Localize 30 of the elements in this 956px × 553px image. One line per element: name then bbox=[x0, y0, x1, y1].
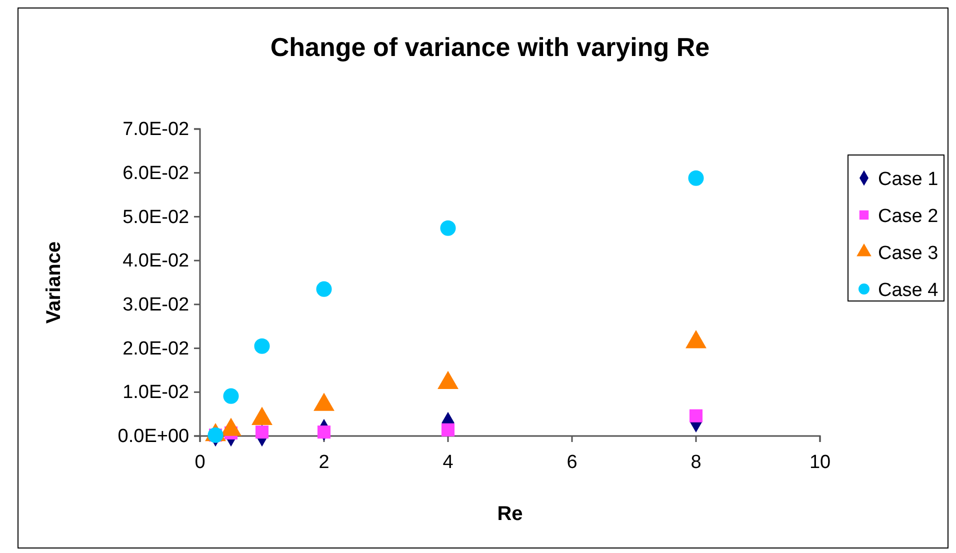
legend-label: Case 3 bbox=[878, 243, 938, 264]
y-tick-label: 6.0E-02 bbox=[122, 162, 190, 184]
y-axis-title: Variance bbox=[43, 241, 65, 324]
x-tick-label: 6 bbox=[566, 452, 578, 473]
y-tick-label: 5.0E-02 bbox=[122, 206, 190, 228]
legend-label: Case 4 bbox=[878, 280, 939, 301]
point bbox=[689, 409, 703, 422]
y-tick-label: 7.0E-02 bbox=[122, 119, 190, 140]
legend-label: Case 2 bbox=[878, 206, 938, 227]
chart-title: Change of variance with varying Re bbox=[270, 32, 710, 62]
point bbox=[317, 426, 331, 439]
x-tick-label: 2 bbox=[318, 452, 330, 473]
x-tick-label: 10 bbox=[809, 452, 831, 473]
x-axis-title: Re bbox=[497, 503, 523, 525]
legend-label: Case 1 bbox=[878, 169, 938, 190]
x-tick-label: 8 bbox=[690, 452, 702, 473]
x-tick-label: 4 bbox=[442, 452, 454, 473]
point bbox=[254, 338, 270, 354]
y-tick-label: 1.0E-02 bbox=[122, 382, 190, 404]
point bbox=[441, 423, 455, 436]
point bbox=[223, 388, 239, 404]
y-tick-label: 3.0E-02 bbox=[122, 294, 190, 316]
point bbox=[316, 281, 332, 297]
point bbox=[255, 426, 269, 439]
x-tick-label: 0 bbox=[194, 452, 206, 473]
point bbox=[440, 220, 456, 236]
point bbox=[688, 170, 704, 186]
y-tick-label: 2.0E-02 bbox=[122, 338, 190, 360]
y-tick-label: 0.0E+00 bbox=[118, 426, 190, 448]
y-tick-label: 4.0E-02 bbox=[122, 250, 190, 272]
